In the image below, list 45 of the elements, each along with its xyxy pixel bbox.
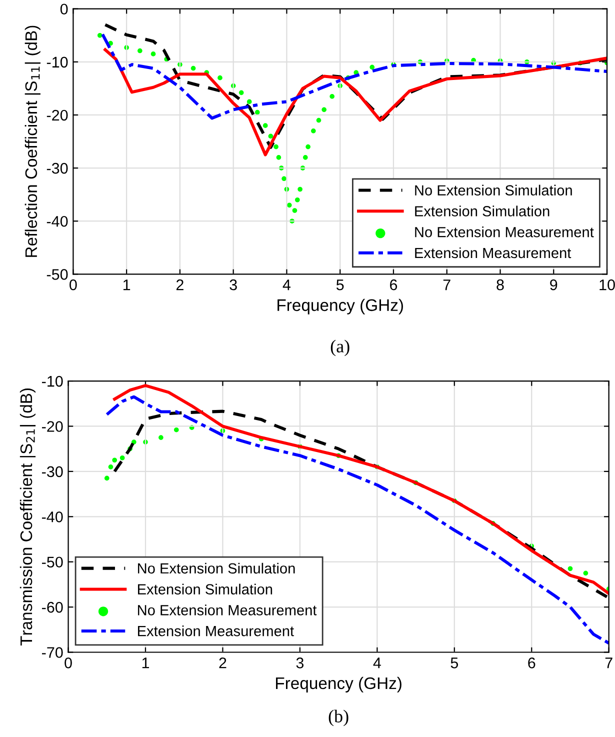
x-tick-label: 7 [443, 280, 450, 290]
y-tick-label: -40 [42, 512, 63, 522]
x-tick-label: 1 [142, 658, 149, 668]
x-tick-label: 4 [282, 280, 291, 290]
x-tick-label: 9 [550, 279, 558, 290]
y-axis-title: Transmission Coefficient |S$_{21}$| (dB) [20, 388, 36, 646]
y-tick-label: -30 [46, 162, 68, 174]
x-tick-label: 1 [123, 280, 130, 290]
x-axis-title: Frequency (GHz) [278, 298, 403, 314]
y-tick-label: -40 [46, 216, 68, 227]
x-tick-label: 0 [70, 279, 77, 290]
y-tick-label: -20 [42, 421, 63, 432]
x-tick-label: 2 [219, 658, 226, 668]
y-tick-label: -10 [46, 56, 68, 68]
x-tick-label: 3 [296, 658, 304, 668]
x-tick-label: 5 [336, 280, 344, 290]
legend-label: No Extension Measurement [415, 226, 594, 238]
legend-label: Extension Measurement [415, 247, 572, 258]
y-tick-label: -70 [42, 647, 63, 658]
text: (a) [330, 340, 350, 356]
x-tick-label: 5 [450, 658, 458, 668]
legend-label: Extension Simulation [138, 584, 272, 594]
y-tick-label: -30 [42, 466, 63, 478]
x-tick-label: 2 [176, 279, 184, 290]
legend-label: No Extension Simulation [415, 184, 572, 196]
legend-label: Extension Simulation [415, 206, 550, 216]
x-tick-label: 10 [600, 279, 615, 290]
y-tick-label: -10 [42, 376, 63, 387]
y-tick-label: -20 [46, 110, 68, 121]
x-tick-label: 6 [528, 658, 536, 668]
x-tick-label: 6 [390, 279, 398, 290]
x-axis-title: Frequency (GHz) [276, 676, 402, 692]
legend-label: Extension Measurement [138, 626, 294, 636]
x-tick-label: 4 [373, 658, 381, 668]
y-tick-label: 0 [60, 4, 68, 15]
x-tick-label: 8 [496, 279, 504, 290]
legend-label: No Extension Simulation [138, 562, 295, 574]
legend-label: No Extension Measurement [138, 604, 317, 616]
y-tick-label: -50 [42, 556, 63, 568]
y-axis-title: Reflection Coefficient |S$_{11}$| (dB) [24, 26, 40, 257]
y-tick-label: -50 [46, 269, 68, 280]
x-tick-label: 3 [230, 279, 237, 290]
x-tick-label: 7 [605, 658, 612, 668]
text: (b) [328, 710, 348, 726]
y-tick-label: -60 [42, 602, 63, 613]
